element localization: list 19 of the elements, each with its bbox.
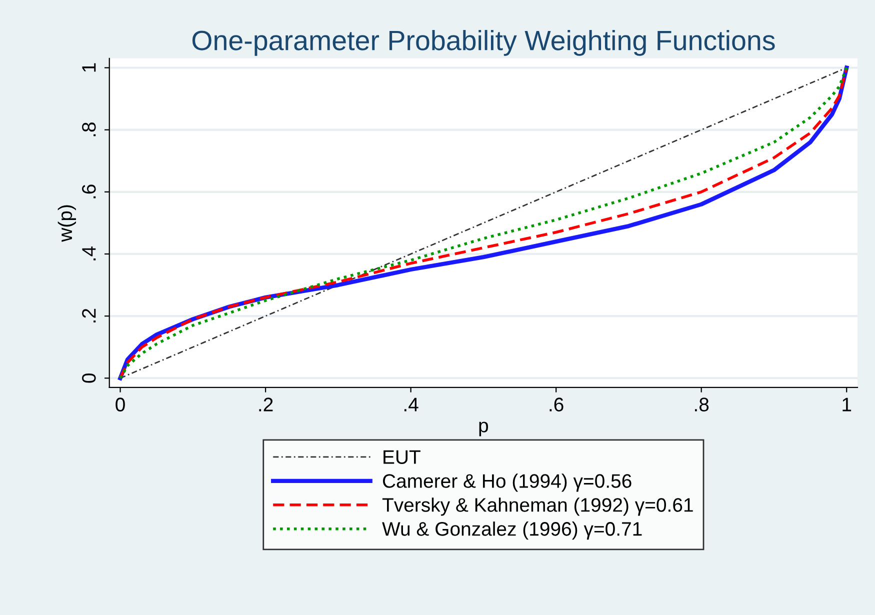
y-tick-label: .6: [82, 184, 96, 198]
y-tick-label: .2: [82, 308, 96, 322]
x-tick-label: .4: [404, 398, 418, 412]
x-tick-label: .8: [695, 398, 709, 412]
y-axis-title: w(p): [58, 205, 76, 242]
y-tick-label: .4: [82, 246, 96, 260]
x-axis-title: p: [479, 422, 488, 436]
x-tick-label: 1: [842, 398, 852, 412]
y-tick-label: 0: [82, 373, 96, 383]
legend-label: EUT: [384, 450, 420, 464]
y-tick-label: .8: [82, 122, 96, 136]
chart-title: One-parameter Probability Weighting Functions: [192, 30, 775, 56]
legend-label: Wu & Gonzalez (1996) γ=0.71: [382, 522, 642, 540]
legend-label: Camerer & Ho (1994) γ=0.56: [382, 474, 632, 492]
y-tick-label: 1: [82, 63, 96, 72]
x-tick-label: .2: [259, 398, 273, 412]
x-tick-label: 0: [116, 398, 125, 412]
legend-label: Tversky & Kahneman (1992) γ=0.61: [382, 498, 693, 516]
x-tick-label: .6: [550, 398, 564, 412]
